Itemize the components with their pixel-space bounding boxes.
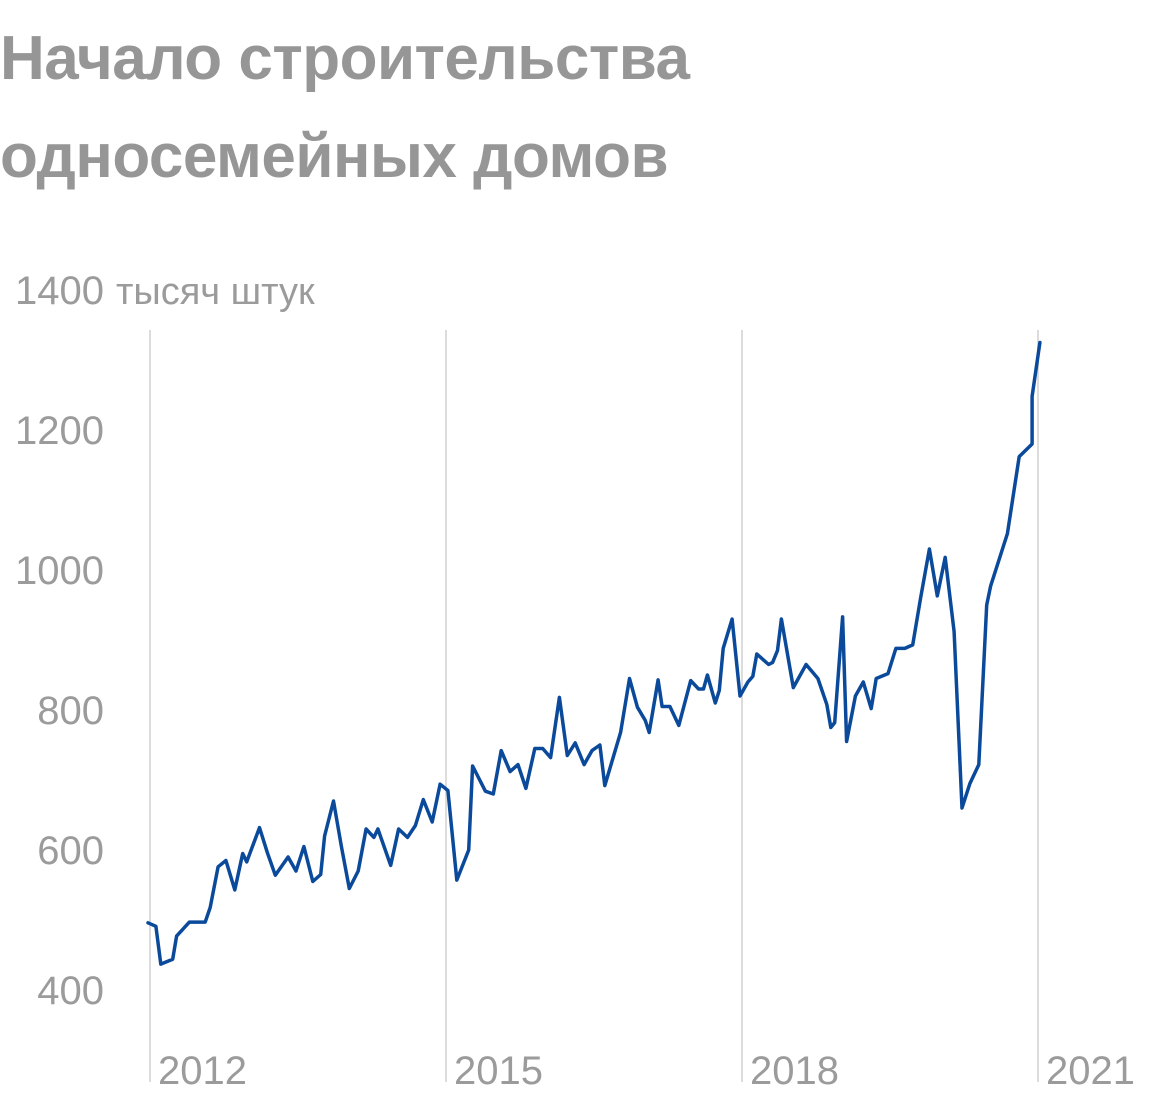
y-tick-label-1000: 1000 — [15, 549, 104, 593]
y-axis: 1400 1200 1000 800 600 400 тысяч штук — [15, 269, 315, 1013]
x-tick-label-2021: 2021 — [1046, 1049, 1135, 1093]
y-tick-label-800: 800 — [37, 689, 104, 733]
x-tick-label-2012: 2012 — [158, 1049, 247, 1093]
chart-title: Начало строительства односемейных домов — [0, 10, 1150, 206]
grid-layer — [149, 330, 1039, 1082]
x-axis: 2012 2015 2018 2021 — [158, 1049, 1135, 1093]
x-tick-label-2018: 2018 — [750, 1049, 839, 1093]
y-axis-unit-label: тысяч штук — [116, 271, 315, 313]
y-tick-label-400: 400 — [37, 969, 104, 1013]
y-tick-label-1200: 1200 — [15, 409, 104, 453]
series-layer — [146, 340, 1042, 966]
chart-title-line-1: Начало строительства — [0, 24, 690, 93]
chart-title-line-2: односемейных домов — [0, 122, 669, 191]
y-tick-label-1400: 1400 — [15, 269, 104, 313]
x-tick-label-2015: 2015 — [454, 1049, 543, 1093]
series-line-0 — [146, 340, 1042, 966]
y-tick-label-600: 600 — [37, 829, 104, 873]
